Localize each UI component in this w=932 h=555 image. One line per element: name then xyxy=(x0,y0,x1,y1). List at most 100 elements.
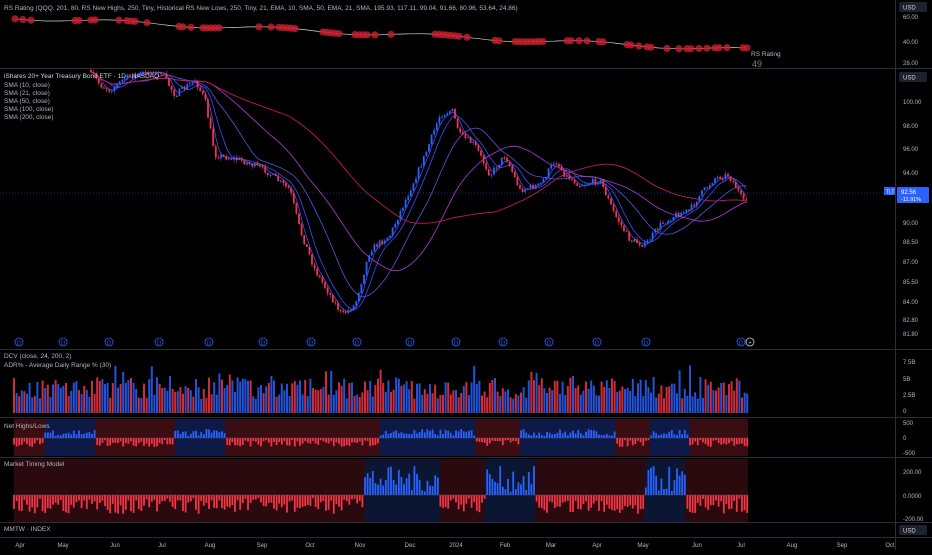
nhl-bar xyxy=(743,438,746,447)
candle-body xyxy=(604,187,607,196)
volume-bar xyxy=(213,382,216,413)
candle-body xyxy=(742,194,745,200)
candle-body xyxy=(558,164,560,167)
nhl-bar xyxy=(730,438,733,442)
nhl-bar xyxy=(509,438,512,443)
volume-bar xyxy=(579,394,582,413)
nhl-bar xyxy=(470,430,473,438)
volume-bar xyxy=(280,383,283,413)
svg-text:USD: USD xyxy=(903,6,916,12)
indicator-sma-100[interactable]: SMA (100, close) xyxy=(4,106,54,113)
mtm-bar xyxy=(457,495,460,510)
volume-bar xyxy=(366,390,369,413)
volume-bar xyxy=(221,379,223,413)
currency-badge-mtm[interactable]: USD xyxy=(899,525,927,535)
mtm-bar xyxy=(114,495,117,513)
mtm-bar xyxy=(88,495,91,500)
nhl-bar xyxy=(122,438,125,447)
dividend-marker: D xyxy=(498,337,508,347)
candle-body xyxy=(136,74,139,76)
candle-body xyxy=(534,185,537,189)
rs-new-low-dot xyxy=(627,41,635,49)
mtm-bar xyxy=(52,495,54,505)
indicator-sma-10[interactable]: SMA (10, close) xyxy=(4,82,50,89)
svg-text:D: D xyxy=(17,340,21,346)
volume-bar xyxy=(18,396,21,413)
indicator-sma-50[interactable]: SMA (50, close) xyxy=(4,98,50,105)
mtm-bar xyxy=(652,466,655,495)
dividend-marker: D xyxy=(736,337,746,347)
mtm-bar xyxy=(738,495,741,499)
nhl-bar xyxy=(254,438,257,442)
mtm-bar xyxy=(553,495,556,508)
candle-body xyxy=(690,204,693,210)
nhl-bar xyxy=(717,438,720,443)
nhl-bar xyxy=(223,433,226,438)
mtm-bar xyxy=(127,495,130,501)
volume-bar xyxy=(345,398,348,413)
volume-bar xyxy=(117,387,119,413)
volume-bar xyxy=(13,377,15,413)
nhl-bar xyxy=(80,434,83,438)
mtm-bar xyxy=(488,474,491,495)
price-scale-label: 84.00 xyxy=(903,300,919,306)
nhl-bar xyxy=(52,430,54,438)
candle-body xyxy=(350,309,352,311)
volume-bar xyxy=(184,386,187,413)
mtm-bar xyxy=(41,495,44,512)
nhl-regime-band xyxy=(690,419,748,456)
currency-badge-main[interactable]: USD xyxy=(899,72,927,82)
volume-bar xyxy=(49,396,52,413)
candle-body xyxy=(116,83,118,87)
price-scales[interactable]: 60.00 40.00 28.00 100.00 98.00 96.00 94.00 90.0… xyxy=(903,15,924,523)
mtm-bar xyxy=(730,495,733,509)
volume-bar xyxy=(746,393,749,413)
mtm-bar xyxy=(579,495,582,510)
mtm-bar xyxy=(642,495,645,509)
candle-body xyxy=(539,182,542,184)
mtm-bar xyxy=(673,480,676,495)
mtm-bar xyxy=(475,495,478,511)
mtm-bar xyxy=(423,491,426,495)
main-panel-title: iShares 20+ Year Treasury Bond ETF · 1D … xyxy=(4,73,159,80)
candle-body xyxy=(576,183,579,186)
volume-bar xyxy=(585,381,587,413)
volume-bar xyxy=(663,398,665,413)
nhl-bar xyxy=(657,435,660,438)
mtm-bar xyxy=(442,495,444,508)
mtm-bar xyxy=(694,495,697,514)
mtm-bar xyxy=(663,489,665,495)
volume-bar xyxy=(689,365,691,413)
nhl-bar xyxy=(369,438,372,447)
indicator-sma-21[interactable]: SMA (21, close) xyxy=(4,90,50,97)
volume-bar xyxy=(104,384,106,413)
nhl-bar xyxy=(83,433,86,438)
nhl-bar xyxy=(306,438,309,443)
volume-bar xyxy=(564,395,567,413)
candle-body xyxy=(152,72,155,74)
volume-bar xyxy=(41,380,44,413)
nhl-bar xyxy=(174,430,177,438)
nhl-bar xyxy=(171,438,174,445)
volume-bar xyxy=(631,378,634,413)
volume-bar xyxy=(286,383,288,413)
rs-new-low-dot xyxy=(743,44,751,52)
nhl-bar xyxy=(192,431,195,438)
volume-bar xyxy=(423,389,426,413)
rs-scale-label: 28.00 xyxy=(903,61,919,67)
svg-text:D: D xyxy=(355,340,359,346)
nhl-bar xyxy=(26,438,28,444)
mtm-bar xyxy=(735,495,738,512)
indicator-sma-200[interactable]: SMA (200, close) xyxy=(4,114,54,121)
mtm-bar xyxy=(478,495,481,513)
nhl-bar xyxy=(670,429,673,438)
candle-body xyxy=(311,254,313,265)
volume-bar xyxy=(683,388,686,413)
candle-body xyxy=(433,130,436,135)
nhl-bar xyxy=(546,431,548,438)
nhl-bar xyxy=(668,432,671,438)
currency-badge-rs[interactable]: USD xyxy=(899,2,927,12)
time-axis[interactable]: Apr May Jun Jul Aug Sep Oct Nov Dec 2024 Feb Mar Apr… xyxy=(15,543,895,549)
